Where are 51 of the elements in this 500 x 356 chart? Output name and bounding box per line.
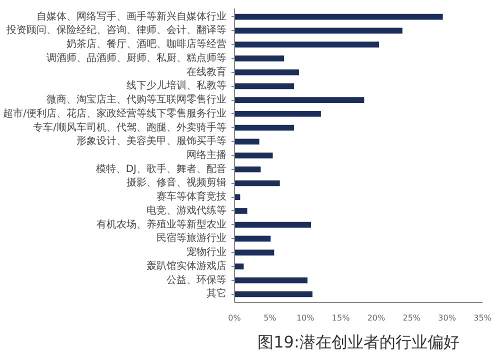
x-tick-label: 5% xyxy=(264,314,277,322)
y-tick-label: 自媒体、网络写手、画手等新兴自媒体行业 xyxy=(36,10,226,22)
bar xyxy=(234,166,261,172)
bar xyxy=(234,124,294,131)
bar xyxy=(234,291,312,298)
bar xyxy=(234,277,308,284)
x-tick-label: 20% xyxy=(367,314,386,322)
y-tick-label: 专车/顺风车司机、代驾、跑腿、外卖骑手等 xyxy=(33,121,227,134)
bar xyxy=(234,56,284,62)
y-tick-label: 模特、DJ、歌手、舞者、配音 xyxy=(96,162,227,175)
bar xyxy=(234,83,294,90)
bar xyxy=(234,208,248,214)
y-tick-label: 超市/便利店、花店、家政经营等线下零售服务行业 xyxy=(3,107,227,120)
y-tick-label: 有机农场、养殖业等新型农业 xyxy=(96,218,226,230)
y-tick-label: 公益、环保等 xyxy=(166,274,226,286)
bar xyxy=(234,28,402,34)
bar xyxy=(234,250,274,256)
y-tick-label: 摄影、修音、视频剪辑 xyxy=(126,176,226,189)
y-tick-label: 线下少儿培训、私教等 xyxy=(126,80,226,92)
y-tick-label: 宠物行业 xyxy=(186,246,226,258)
bar xyxy=(234,194,240,200)
y-tick-label: 调酒师、品酒师、厨师、私厨、糕点师等 xyxy=(46,52,226,64)
text: 图19:潜在创业者的行业偏好 xyxy=(258,332,460,352)
y-tick-label: 微商、淘宝店主、代购等互联网零售行业 xyxy=(46,94,226,106)
x-tick-label: 10% xyxy=(296,314,315,322)
y-tick-label: 投资顾问、保险经纪、咨询、律师、会计、翻译等 xyxy=(6,24,226,36)
bar xyxy=(234,14,443,20)
x-tick-label: 35% xyxy=(474,314,492,322)
x-tick-label: 0% xyxy=(228,314,242,322)
bar xyxy=(234,138,260,145)
x-tick-label: 15% xyxy=(332,314,350,322)
y-tick-label: 形象设计、美容美甲、服饰买手等 xyxy=(76,135,226,148)
y-tick-label: 电竞、游戏代练等 xyxy=(146,204,226,216)
y-tick-label: 民宿等旅游行业 xyxy=(156,232,226,244)
x-tick-label: 25% xyxy=(402,314,421,322)
bar xyxy=(234,264,244,270)
x-tick-label: 30% xyxy=(438,314,456,322)
y-tick-label: 奶茶店、餐厅、酒吧、咖啡店等经营 xyxy=(66,38,226,50)
bar xyxy=(234,69,299,76)
y-tick-label: 轰趴馆实体游戏店 xyxy=(146,260,226,272)
y-tick-label: 其它 xyxy=(206,288,226,300)
bar xyxy=(234,110,321,117)
y-tick-label: 网络主播 xyxy=(186,149,226,161)
bar xyxy=(234,236,271,242)
y-tick-label: 赛车等体育竞技 xyxy=(156,190,226,203)
bar xyxy=(234,97,364,103)
y-tick-label: 在线教育 xyxy=(186,66,226,78)
bar xyxy=(234,180,280,186)
bar xyxy=(234,152,273,158)
bar xyxy=(234,42,380,48)
bar xyxy=(234,222,312,228)
